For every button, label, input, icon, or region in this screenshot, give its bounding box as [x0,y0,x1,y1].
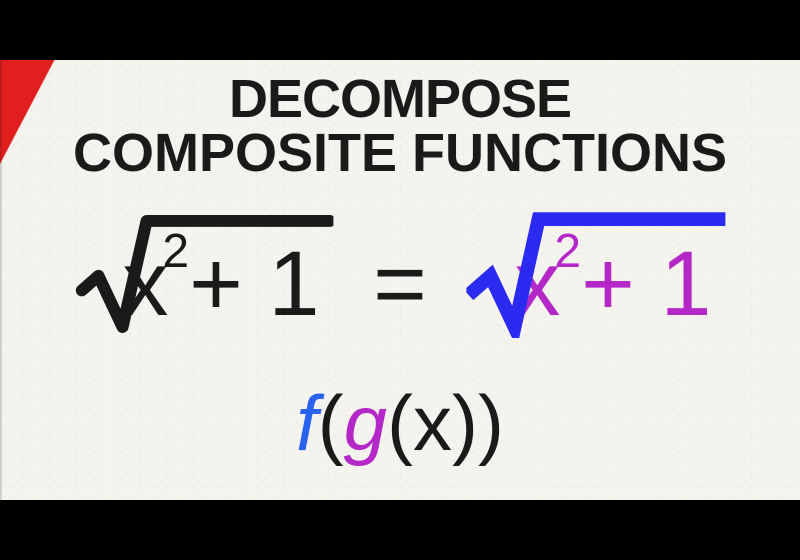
composite-notation: f(g(x)) [296,378,504,469]
g-letter: g [344,379,387,467]
f-letter: f [296,379,318,467]
slide-canvas: DECOMPOSE COMPOSITE FUNCTIONS x2+ 1 = x2… [0,60,800,500]
right-radicand: x2+ 1 [514,228,711,330]
main-equation: x2+ 1 = x2+ 1 [74,210,725,338]
x-letter: x [413,379,452,467]
right-const: 1 [660,233,711,335]
open-paren-1: ( [318,379,344,467]
open-paren-2: ( [387,379,413,467]
right-radical: x2+ 1 [466,210,725,338]
left-op: + [189,233,243,335]
left-radical: x2+ 1 [74,210,333,338]
title-line-2: COMPOSITE FUNCTIONS [0,126,800,180]
close-paren-1: ) [478,379,504,467]
left-radicand: x2+ 1 [122,228,319,330]
title-line-1: DECOMPOSE [0,72,800,126]
equals-sign: = [373,238,427,330]
slide-title: DECOMPOSE COMPOSITE FUNCTIONS [0,72,800,180]
right-exp: 2 [554,225,581,278]
left-exp: 2 [162,225,189,278]
left-const: 1 [268,233,319,335]
close-paren-2: ) [452,379,478,467]
right-op: + [581,233,635,335]
